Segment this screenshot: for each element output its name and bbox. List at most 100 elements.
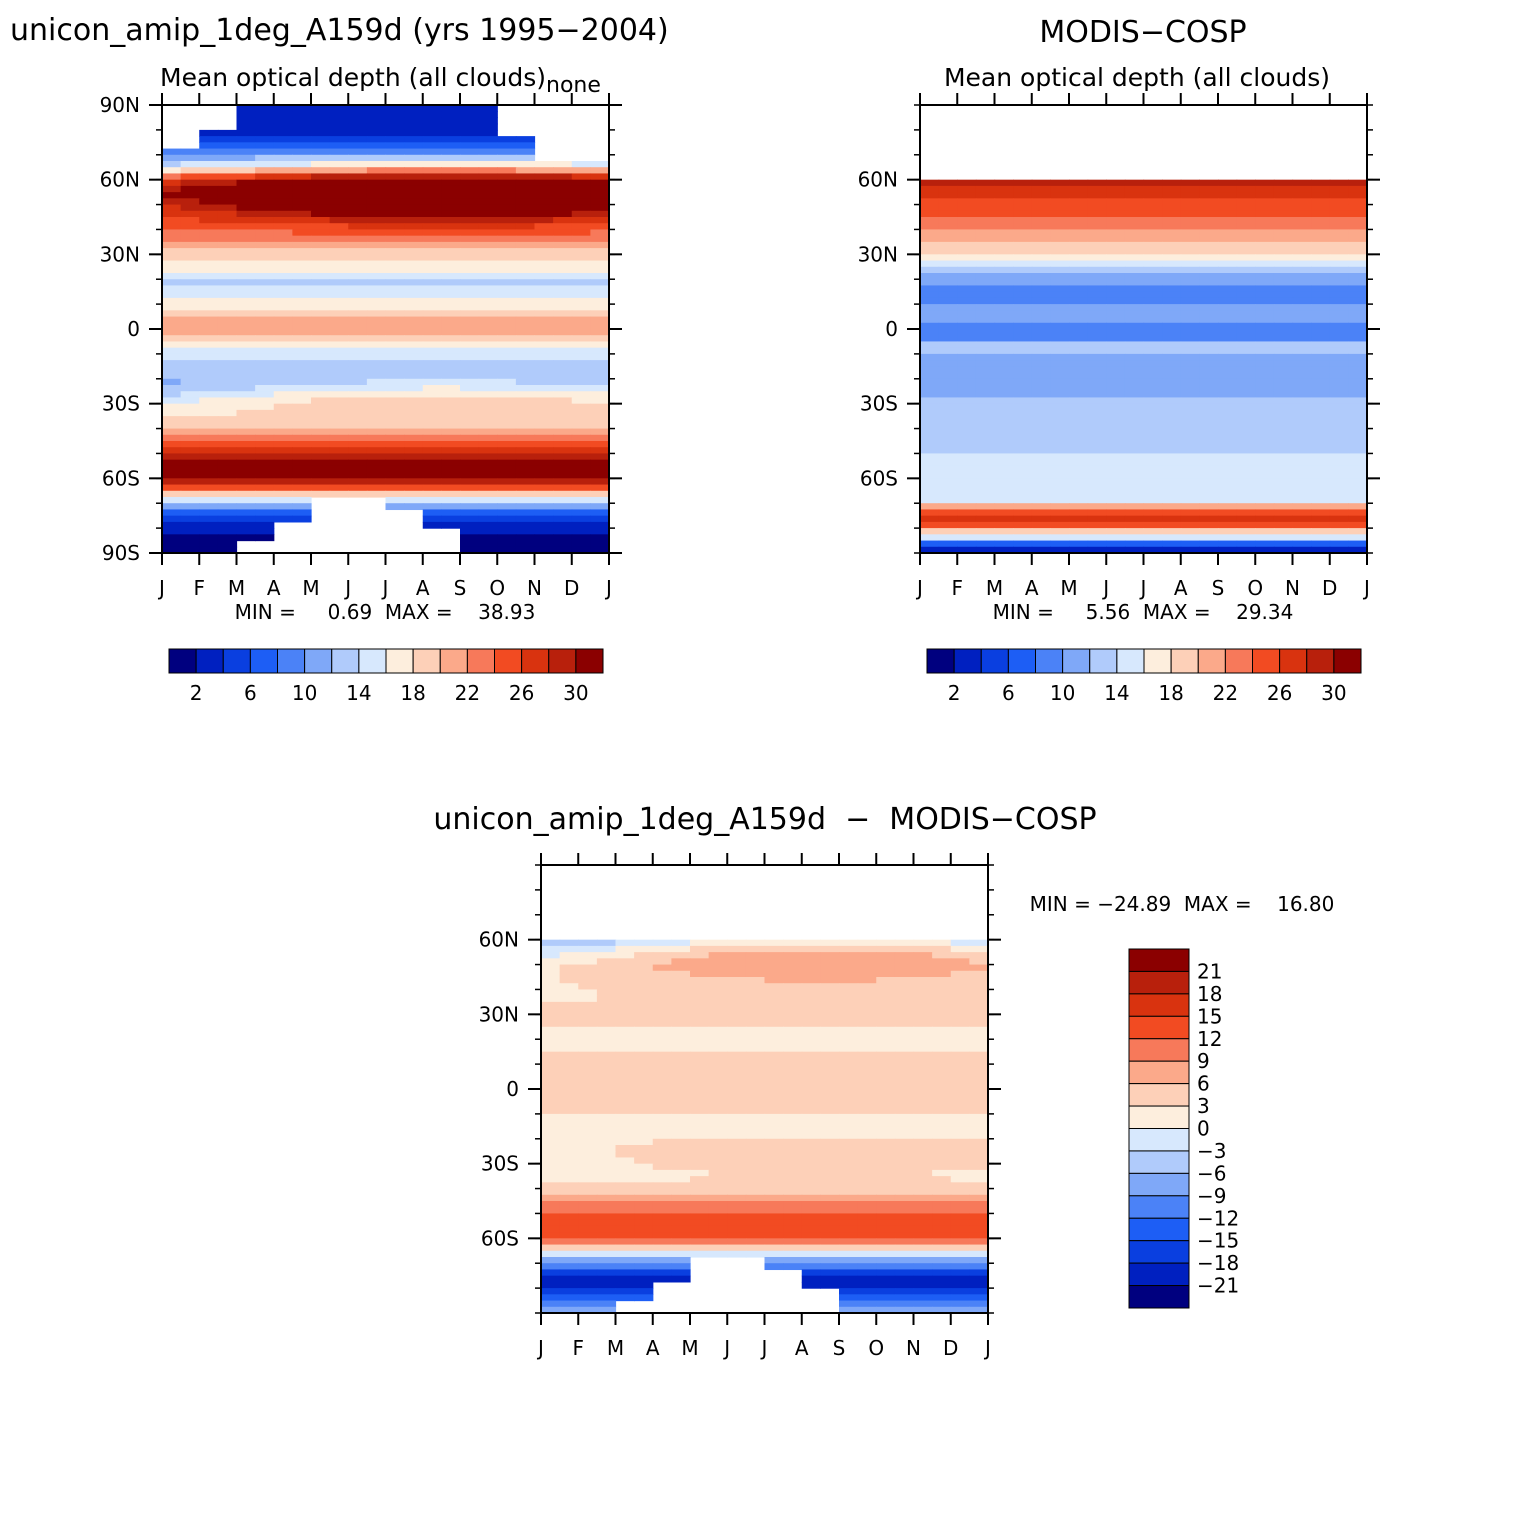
field-cell xyxy=(1255,204,1275,212)
field-cell xyxy=(745,1232,766,1239)
field-cell xyxy=(404,403,424,411)
field-cell xyxy=(515,534,536,542)
field-cell xyxy=(571,217,591,224)
field-cell xyxy=(1311,291,1331,299)
field-cell xyxy=(236,248,256,255)
field-cell xyxy=(578,1257,598,1264)
field-cell xyxy=(515,540,536,548)
field-cell xyxy=(957,490,977,498)
field-cell xyxy=(311,179,331,187)
field-cell xyxy=(590,422,610,430)
field-cell xyxy=(1069,273,1089,280)
field-cell xyxy=(596,1257,617,1264)
field-cell xyxy=(1311,509,1331,517)
field-cell xyxy=(515,285,536,293)
field-cell xyxy=(541,1008,561,1015)
field-cell xyxy=(180,465,200,473)
field-cell xyxy=(708,1076,728,1084)
field-cell xyxy=(311,210,331,218)
field-cell xyxy=(441,453,461,461)
field-cell xyxy=(217,503,238,511)
field-cell xyxy=(1236,546,1256,554)
field-cell xyxy=(460,447,480,455)
field-cell xyxy=(857,1076,877,1084)
field-cell xyxy=(404,154,424,162)
field-cell xyxy=(957,409,977,417)
field-cell xyxy=(441,105,461,112)
field-cell xyxy=(1348,217,1368,224)
field-cell xyxy=(366,335,387,343)
field-cell xyxy=(422,192,442,199)
field-cell xyxy=(460,129,480,137)
field-cell xyxy=(422,353,442,361)
field-cell xyxy=(1162,385,1182,392)
field-cell xyxy=(460,204,480,212)
field-cell xyxy=(1162,229,1182,237)
field-cell xyxy=(1199,229,1219,237)
field-cell xyxy=(764,1126,784,1134)
field-cell xyxy=(950,1169,970,1177)
field-cell xyxy=(541,1213,561,1221)
field-cell xyxy=(1329,528,1349,535)
field-cell xyxy=(894,1269,915,1277)
field-cell xyxy=(615,945,635,953)
field-cell xyxy=(1348,441,1368,448)
field-cell xyxy=(820,1213,840,1221)
field-cell xyxy=(708,970,728,978)
field-cell xyxy=(950,1076,970,1084)
field-cell xyxy=(727,1219,747,1227)
x-tick-label: D xyxy=(943,1336,958,1360)
field-cell xyxy=(615,1151,635,1159)
field-cell xyxy=(385,310,405,318)
field-cell xyxy=(969,1306,989,1314)
field-cell xyxy=(329,341,349,349)
field-cell xyxy=(236,266,256,274)
field-cell xyxy=(839,1257,859,1264)
field-cell xyxy=(441,167,461,175)
field-cell xyxy=(969,1132,989,1140)
field-cell xyxy=(348,291,368,299)
field-cell xyxy=(764,970,784,978)
field-cell xyxy=(957,192,977,199)
field-cell xyxy=(975,229,996,237)
field-cell xyxy=(1124,291,1145,299)
field-cell xyxy=(441,416,461,423)
field-cell xyxy=(1218,416,1238,423)
field-cell xyxy=(366,441,387,448)
field-cell xyxy=(199,409,219,417)
field-cell xyxy=(1292,478,1312,486)
field-cell xyxy=(217,173,238,181)
field-cell xyxy=(366,173,387,181)
field-cell xyxy=(932,1126,952,1134)
field-cell xyxy=(422,304,442,311)
field-cell xyxy=(857,1157,877,1165)
x-tick-label: A xyxy=(416,576,430,600)
field-cell xyxy=(162,434,182,442)
field-cell xyxy=(634,1145,654,1152)
field-cell xyxy=(541,1101,561,1109)
field-cell xyxy=(1329,515,1349,523)
field-cell xyxy=(652,1188,672,1196)
field-cell xyxy=(596,1033,617,1040)
field-cell xyxy=(894,1126,915,1134)
field-cell xyxy=(515,316,536,324)
field-cell xyxy=(957,385,977,392)
field-cell xyxy=(1236,434,1256,442)
field-cell xyxy=(162,322,182,330)
field-cell xyxy=(460,310,480,318)
field-cell xyxy=(534,210,554,218)
field-cell xyxy=(1236,316,1256,324)
field-cell xyxy=(1255,347,1275,355)
field-cell xyxy=(1236,528,1256,535)
field-cell xyxy=(938,204,958,212)
field-cell xyxy=(329,459,349,467)
field-cell xyxy=(553,453,573,461)
field-cell xyxy=(1273,422,1294,430)
field-cell xyxy=(1255,521,1275,529)
field-cell xyxy=(820,1076,840,1084)
field-cell xyxy=(515,497,536,504)
field-cell xyxy=(1199,217,1219,224)
field-cell xyxy=(1180,291,1200,299)
field-cell xyxy=(652,1132,672,1140)
